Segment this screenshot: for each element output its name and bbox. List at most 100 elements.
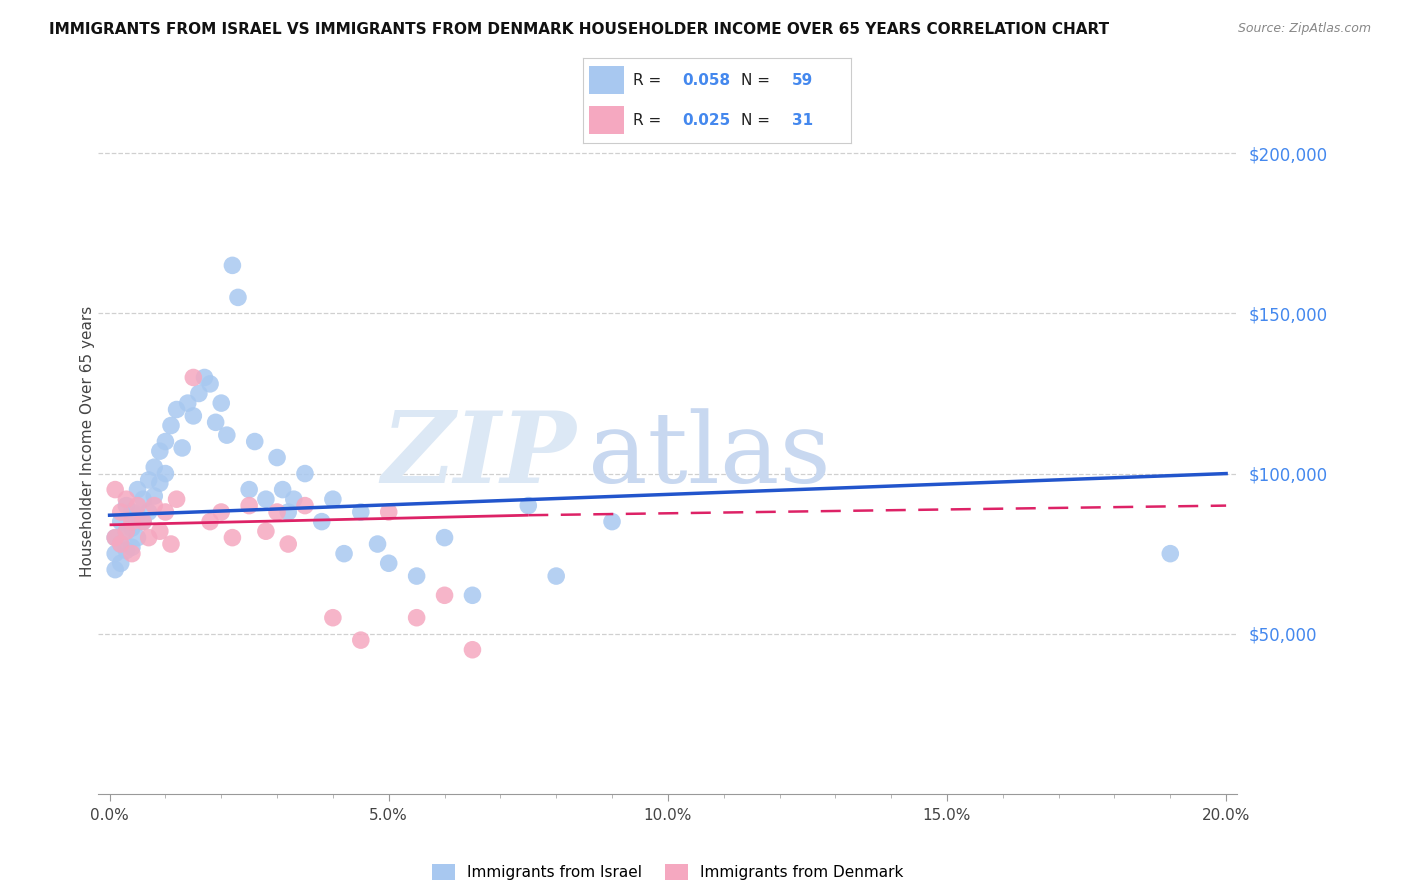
Point [110,515,132,529]
Point [183,409,205,423]
Legend: Immigrants from Israel, Immigrants from Denmark: Immigrants from Israel, Immigrants from … [426,858,910,886]
Point [209,396,232,410]
Point [115,524,138,539]
Point [254,492,277,507]
Point [187,386,209,401]
Point [294,467,316,481]
Point [121,515,143,529]
Point [132,515,155,529]
Text: N =: N = [741,112,775,128]
Text: R =: R = [633,112,666,128]
Point [461,588,484,602]
Point [115,499,138,513]
Bar [589,106,624,134]
Point [215,428,238,442]
Point [166,402,188,417]
Point [600,515,623,529]
Bar [589,67,624,95]
Point [433,588,456,602]
Point [546,569,568,583]
Point [149,524,172,539]
Point [127,531,149,545]
Point [121,521,143,535]
Point [155,467,177,481]
Point [110,505,132,519]
Point [283,492,305,507]
Point [198,515,221,529]
Point [377,505,399,519]
Point [350,505,373,519]
Point [311,515,333,529]
Point [127,483,149,497]
Point [138,531,160,545]
Point [132,515,155,529]
Point [204,415,226,429]
Point [143,499,166,513]
Point [377,556,399,570]
Point [104,483,127,497]
Point [350,633,373,648]
Point [166,492,188,507]
Point [193,370,215,384]
Point [160,418,183,433]
Point [110,556,132,570]
Text: IMMIGRANTS FROM ISRAEL VS IMMIGRANTS FROM DENMARK HOUSEHOLDER INCOME OVER 65 YEA: IMMIGRANTS FROM ISRAEL VS IMMIGRANTS FRO… [49,22,1109,37]
Text: R =: R = [633,73,666,88]
Point [115,492,138,507]
Point [226,290,249,304]
Point [110,537,132,551]
Point [155,505,177,519]
Text: atlas: atlas [588,408,831,503]
Point [177,396,200,410]
Point [221,259,243,273]
Point [143,489,166,503]
Text: 59: 59 [792,73,813,88]
Point [121,505,143,519]
Point [121,547,143,561]
Point [271,483,294,497]
Point [115,524,138,539]
Point [367,537,389,551]
Point [433,531,456,545]
Point [121,541,143,555]
Text: 0.025: 0.025 [682,112,731,128]
Point [110,537,132,551]
Point [198,376,221,391]
Point [405,569,427,583]
Point [294,499,316,513]
Text: 31: 31 [792,112,813,128]
Point [277,537,299,551]
Text: ZIP: ZIP [382,408,576,504]
Point [1159,547,1181,561]
Point [104,563,127,577]
Point [183,370,205,384]
Text: Source: ZipAtlas.com: Source: ZipAtlas.com [1237,22,1371,36]
Point [138,505,160,519]
Point [243,434,266,449]
Point [104,531,127,545]
Point [143,460,166,475]
Point [115,543,138,558]
Text: 0.058: 0.058 [682,73,731,88]
Point [461,642,484,657]
Point [138,473,160,487]
Point [266,450,288,465]
Point [127,499,149,513]
Point [238,483,260,497]
Point [277,505,299,519]
Point [127,508,149,523]
Text: N =: N = [741,73,775,88]
Point [238,499,260,513]
Point [149,476,172,491]
Point [172,441,194,455]
Point [254,524,277,539]
Point [322,610,344,624]
Point [221,531,243,545]
Point [132,492,155,507]
Point [104,547,127,561]
Point [209,505,232,519]
Point [104,531,127,545]
Point [322,492,344,507]
Point [333,547,356,561]
Point [160,537,183,551]
